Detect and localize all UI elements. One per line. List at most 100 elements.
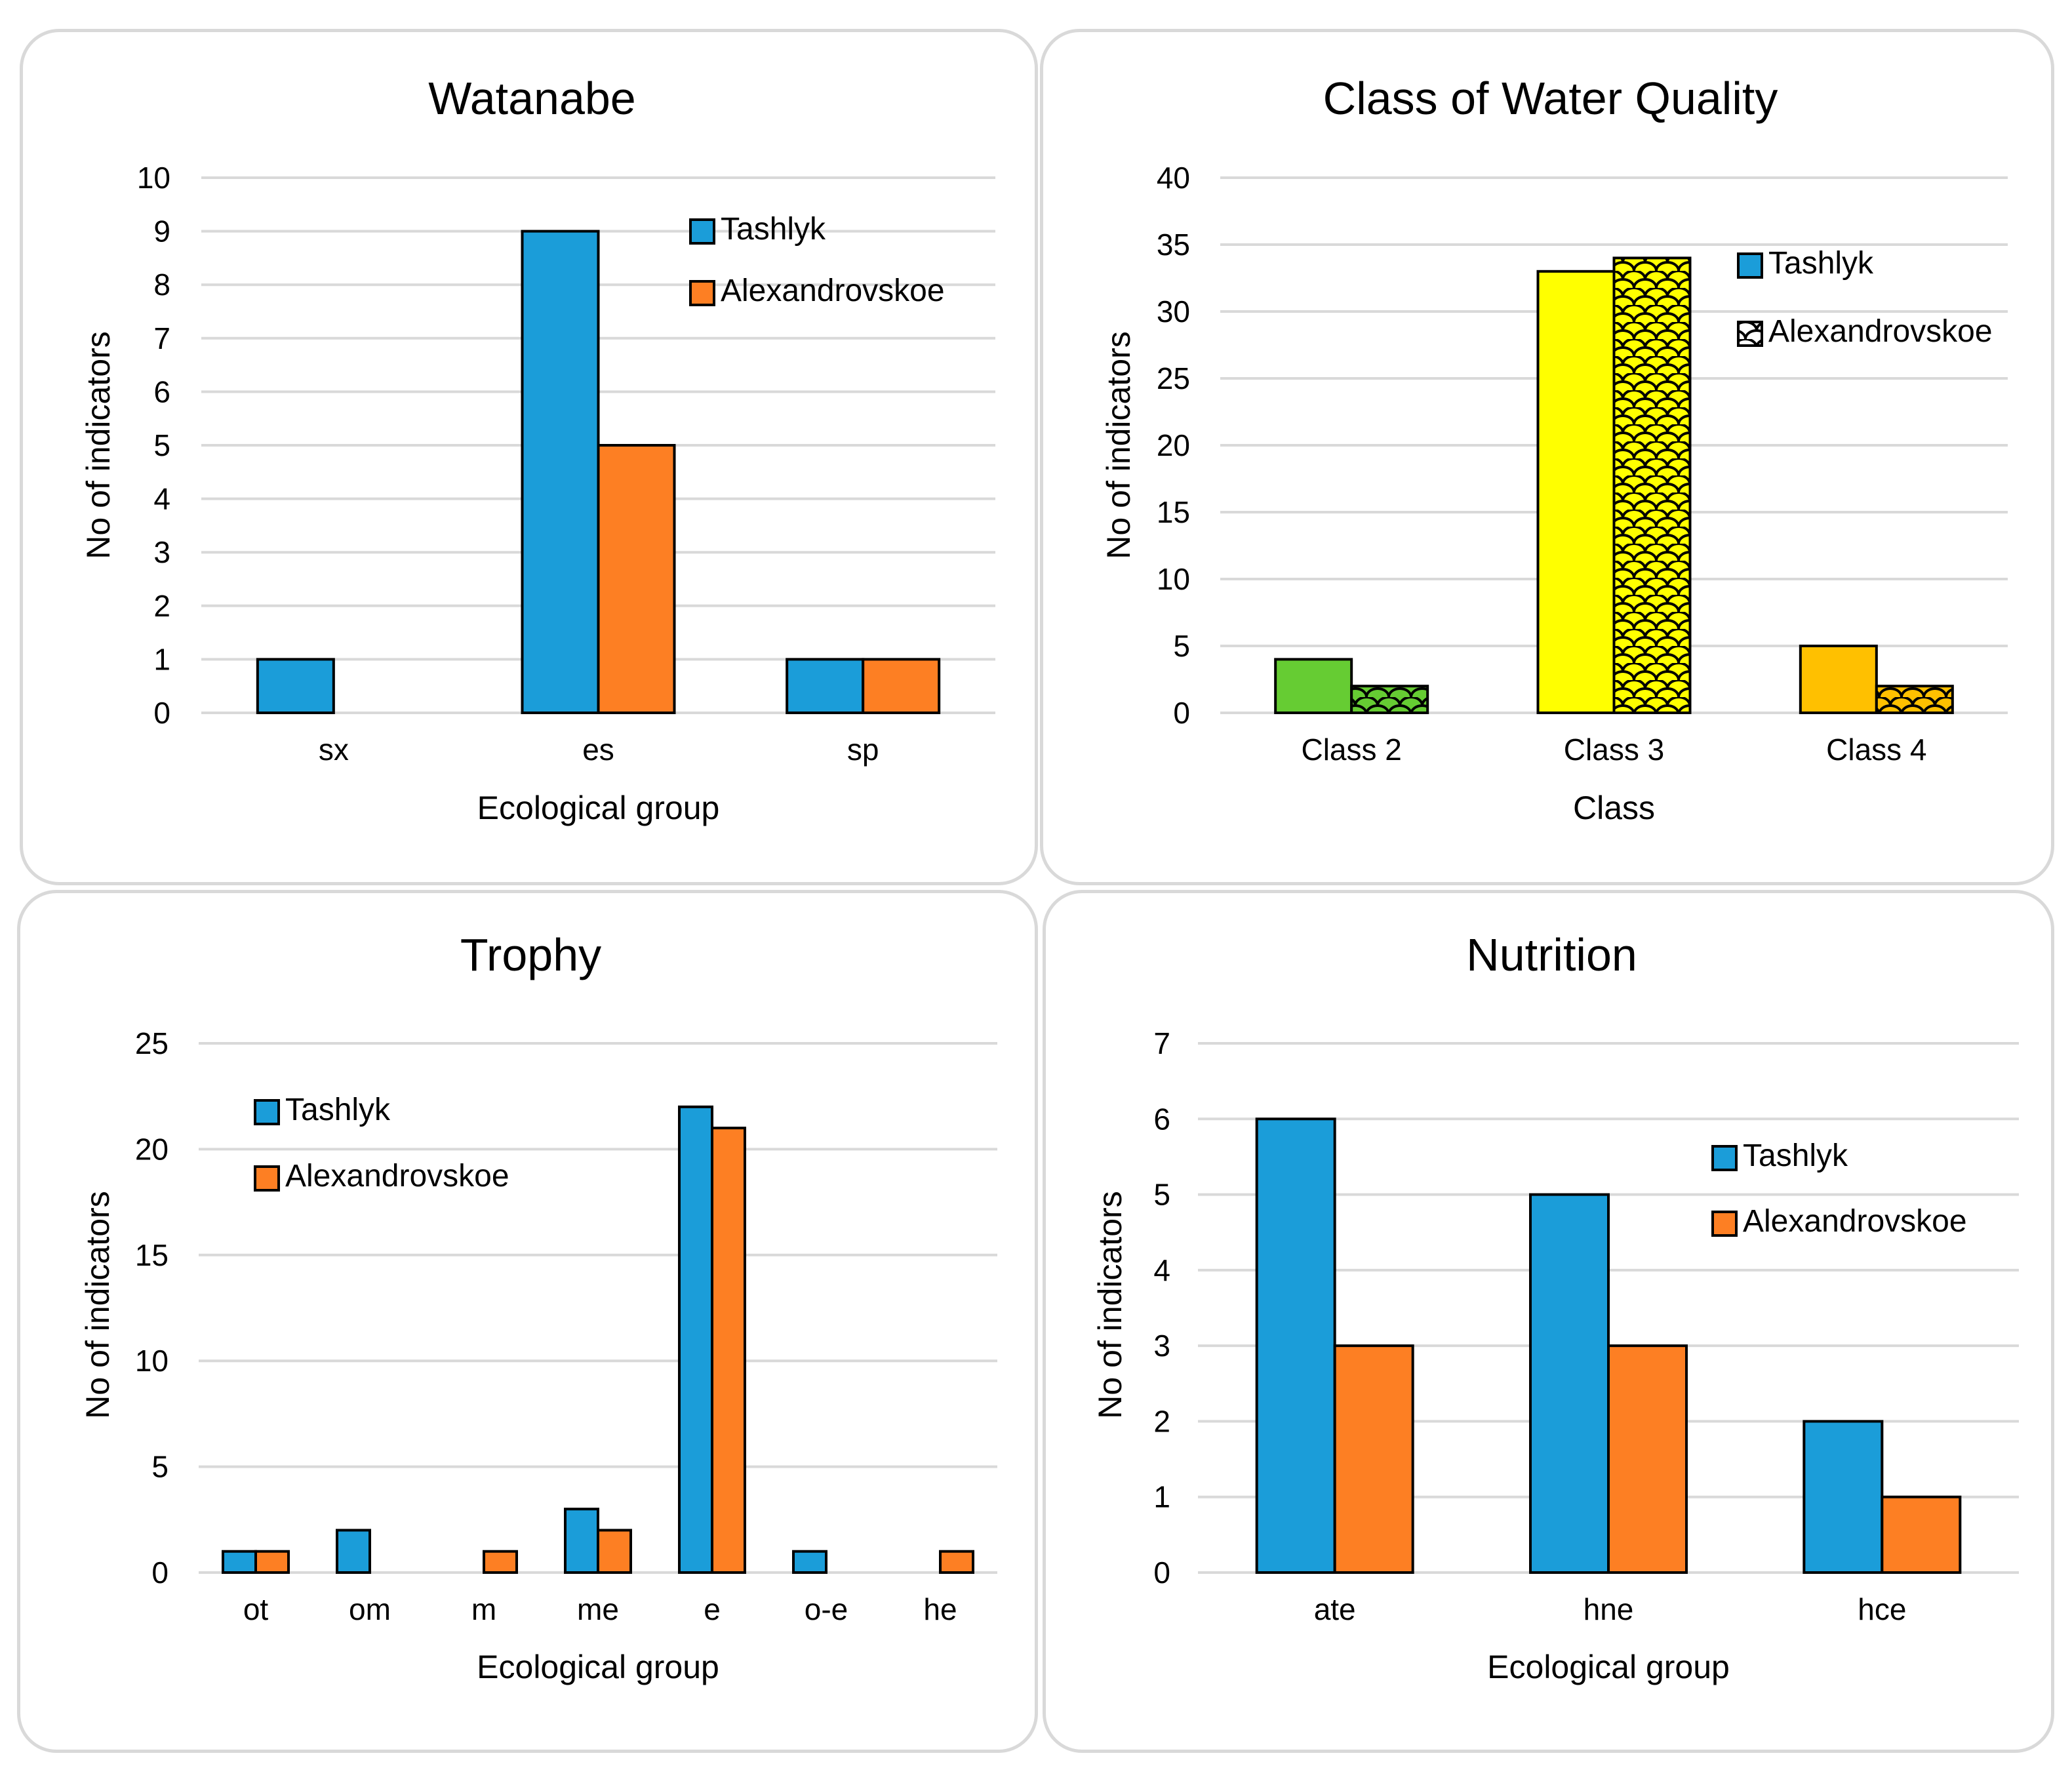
bar-tashlyk-me: [564, 1508, 599, 1574]
y-tick-label: 40: [1157, 161, 1190, 195]
nutrition-chart: Nutrition 0 1 2 3 4 5 6 7 ate hne hce Ecological gro…: [1092, 929, 2019, 1685]
bar-alexandrovskoe-sp: [862, 658, 941, 715]
legend-label-alexandrovskoe: Alexandrovskoe: [1743, 1204, 1967, 1239]
legend-swatch-alexandrovskoe: [1737, 321, 1763, 347]
water-quality-chart-panel: Class of Water Quality 0 5 10 15 20 25 30 35 40 Cl…: [1040, 29, 2054, 885]
bar-alexandrovskoe-ate: [1333, 1344, 1414, 1575]
trophy-chart: Trophy 0 5 10 15 20 25 ot om m me e o-e he Ecological …: [79, 929, 997, 1685]
legend-swatch-tashlyk: [1711, 1145, 1738, 1171]
watanabe-chart-panel: Watanabe 0 1 2 3 4 5 6 7 8 9 10 sx es sp Ecological gro…: [20, 29, 1038, 885]
bar-tashlyk-es: [521, 230, 600, 715]
bar-alexandrovskoe-he: [939, 1550, 974, 1574]
legend-label-tashlyk: Tashlyk: [1743, 1138, 1848, 1173]
chart-title: Nutrition: [1466, 929, 1637, 980]
legend-label-alexandrovskoe: Alexandrovskoe: [285, 1159, 509, 1194]
trophy-chart-panel: Trophy 0 5 10 15 20 25 ot om m me e o-e he Ecological …: [17, 890, 1038, 1753]
chart-title: Class of Water Quality: [1323, 73, 1778, 124]
y-tick-label: 25: [1157, 361, 1190, 395]
x-axis-label: Ecological group: [477, 790, 720, 826]
bar-tashlyk-ot: [222, 1550, 257, 1574]
bar-alexandrovskoe-e: [711, 1127, 746, 1574]
bar-alexandrovskoe-me: [597, 1529, 632, 1574]
y-tick-label: 4: [1153, 1253, 1170, 1287]
legend-swatch-alexandrovskoe: [689, 280, 715, 306]
legend-swatch-tashlyk: [254, 1099, 280, 1125]
x-tick-label: om: [349, 1592, 391, 1626]
y-tick-label: 8: [153, 268, 170, 302]
legend-swatch-alexandrovskoe: [1711, 1211, 1738, 1237]
bar-alexandrovskoe-hce: [1881, 1495, 1962, 1575]
legend-label-tashlyk: Tashlyk: [285, 1093, 391, 1127]
x-tick-label: o-e: [805, 1592, 848, 1626]
x-tick-label: e: [704, 1592, 721, 1626]
y-tick-label: 2: [1153, 1404, 1170, 1438]
y-tick-label: 6: [1153, 1102, 1170, 1136]
x-axis-label: Ecological group: [1487, 1649, 1730, 1685]
y-tick-label: 6: [153, 374, 170, 409]
x-tick-label: Class 2: [1301, 732, 1401, 767]
y-axis-label: No of indicators: [1092, 1191, 1128, 1418]
chart-title: Watanabe: [428, 73, 636, 124]
y-tick-label: 0: [1153, 1555, 1170, 1590]
y-tick-label: 5: [1173, 629, 1190, 663]
legend-swatch-alexandrovskoe: [254, 1165, 280, 1192]
y-tick-label: 5: [151, 1450, 169, 1484]
bar-tashlyk-o-e: [792, 1550, 827, 1574]
x-tick-label: sp: [847, 732, 879, 767]
bar-alexandrovskoe-hne: [1607, 1344, 1688, 1575]
bar-alexandrovskoe-class-2: [1350, 685, 1429, 715]
x-tick-label: es: [582, 732, 614, 767]
y-tick-label: 1: [1153, 1480, 1170, 1514]
y-tick-label: 3: [1153, 1329, 1170, 1363]
y-tick-label: 4: [153, 482, 170, 516]
bar-tashlyk-sp: [786, 658, 865, 715]
bar-alexandrovskoe-class-4: [1875, 685, 1954, 715]
y-tick-label: 35: [1157, 228, 1190, 262]
x-tick-label: ate: [1314, 1592, 1356, 1626]
bar-alexandrovskoe-m: [483, 1550, 518, 1574]
y-tick-label: 7: [1153, 1026, 1170, 1060]
y-tick-label: 10: [135, 1344, 169, 1378]
legend-label-alexandrovskoe: Alexandrovskoe: [721, 273, 945, 308]
y-tick-label: 25: [135, 1026, 169, 1060]
y-tick-label: 20: [1157, 428, 1190, 462]
nutrition-chart-panel: Nutrition 0 1 2 3 4 5 6 7 ate hne hce Ecological gro…: [1043, 890, 2054, 1753]
bar-alexandrovskoe-ot: [254, 1550, 290, 1574]
y-tick-label: 2: [153, 589, 170, 623]
y-tick-label: 9: [153, 214, 170, 249]
x-tick-label: m: [471, 1592, 496, 1626]
x-tick-label: ot: [243, 1592, 269, 1626]
y-tick-label: 5: [1153, 1178, 1170, 1212]
y-tick-label: 20: [135, 1132, 169, 1166]
x-tick-label: sx: [319, 732, 349, 767]
y-tick-label: 30: [1157, 294, 1190, 329]
bar-tashlyk-class-4: [1799, 645, 1878, 714]
y-axis-label: No of indicators: [79, 1191, 116, 1418]
legend-label-tashlyk: Tashlyk: [721, 212, 826, 247]
x-axis-label: Class: [1573, 790, 1655, 826]
y-tick-label: 10: [1157, 562, 1190, 596]
legend-swatch-tashlyk: [689, 218, 715, 245]
y-tick-label: 0: [153, 696, 170, 730]
x-tick-label: Class 4: [1826, 732, 1926, 767]
y-tick-label: 0: [1173, 696, 1190, 730]
x-axis-label: Ecological group: [477, 1649, 719, 1685]
y-tick-label: 3: [153, 535, 170, 569]
x-tick-label: Class 3: [1564, 732, 1664, 767]
y-tick-label: 5: [153, 428, 170, 462]
y-axis-label: No of indicators: [1100, 331, 1137, 559]
bar-alexandrovskoe-class-3: [1612, 256, 1692, 714]
y-tick-label: 15: [1157, 495, 1190, 529]
watanabe-chart: Watanabe 0 1 2 3 4 5 6 7 8 9 10 sx es sp Ecological gro…: [80, 73, 995, 826]
bar-tashlyk-ate: [1255, 1117, 1336, 1574]
bar-tashlyk-class-3: [1536, 270, 1616, 714]
bar-tashlyk-hce: [1803, 1420, 1884, 1575]
y-axis-label: No of indicators: [80, 331, 117, 559]
y-tick-label: 15: [135, 1238, 169, 1272]
chart-title: Trophy: [460, 929, 601, 980]
x-tick-label: me: [577, 1592, 619, 1626]
x-tick-label: hce: [1858, 1592, 1906, 1626]
bar-tashlyk-om: [336, 1529, 371, 1574]
bar-tashlyk-class-2: [1274, 658, 1353, 715]
x-tick-label: he: [923, 1592, 957, 1626]
